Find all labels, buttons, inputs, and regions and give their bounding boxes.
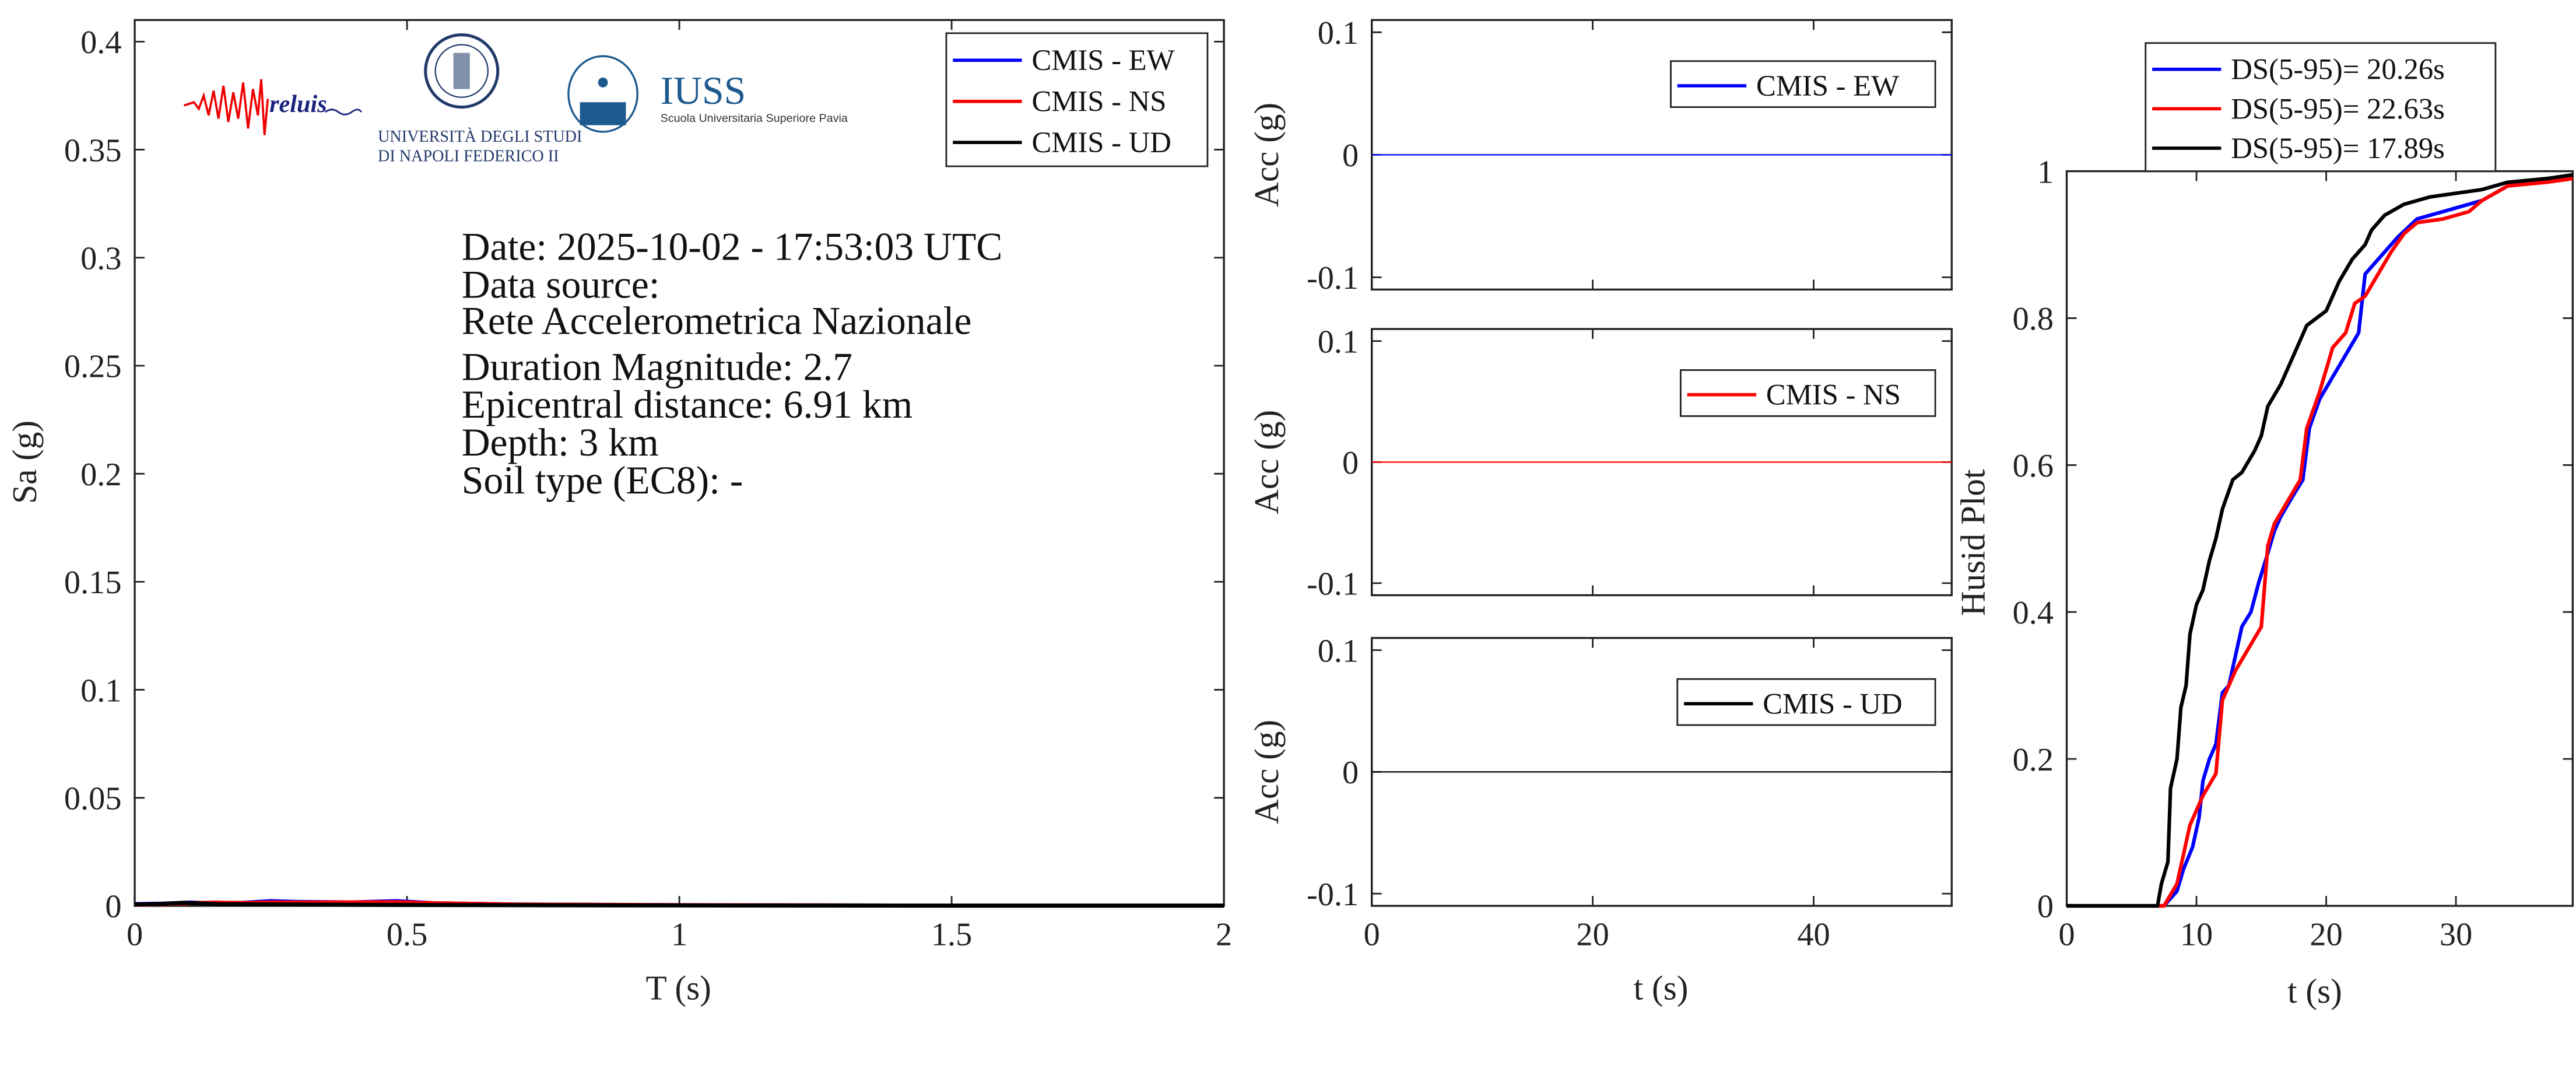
y-axis-label: Acc (g)	[1247, 410, 1286, 514]
husid-frame	[2065, 170, 2574, 907]
legend-label: CMIS - EW	[1756, 69, 1899, 102]
y-tick-label: -0.1	[1307, 877, 1359, 913]
iuss-logo: IUSS Scuola Universitaria Superiore Pavi…	[567, 55, 848, 133]
x-tick-label: 1.5	[931, 917, 972, 953]
acc-0-axes: -0.1 0 0.1 CMIS - EW Acc (g)	[1247, 15, 1953, 296]
y-tick-label: -0.1	[1307, 566, 1359, 602]
x-tick-label: 1	[671, 917, 687, 953]
y-tick-label: 0.35	[64, 132, 122, 169]
y-tick-label: 0	[2037, 889, 2054, 925]
acc-1-axes: -0.1 0 0.1 CMIS - NS Acc (g)	[1247, 324, 1953, 602]
legend-label: DS(5-95)= 17.89s	[2231, 132, 2445, 164]
x-axis-label: t (s)	[2287, 972, 2342, 1010]
y-tick-label: 0	[1342, 138, 1359, 174]
depth: Depth: 3 km	[462, 421, 659, 464]
y-tick-label: 0.05	[64, 781, 122, 817]
legend-label: CMIS - NS	[1031, 85, 1166, 118]
seismogram-icon	[183, 79, 269, 135]
y-tick-label: 0.1	[1318, 324, 1359, 360]
y-tick-label: 0.2	[2013, 742, 2054, 778]
y-tick-label: 0.1	[80, 673, 121, 709]
data-source-label: Data source:	[462, 262, 660, 306]
y-axis-label: Sa (g)	[5, 421, 44, 504]
x-tick-label: 30	[2440, 917, 2472, 953]
y-tick-label: 0	[105, 889, 121, 925]
series-line	[134, 901, 1224, 908]
series-line	[2066, 177, 2573, 908]
legend-label: CMIS - UD	[1031, 126, 1171, 159]
y-tick-label: 0	[1342, 445, 1359, 481]
y-tick-label: 0.6	[2013, 448, 2054, 484]
x-axis-label: t (s)	[1634, 969, 1689, 1007]
x-tick-label: 2	[1216, 917, 1232, 953]
x-tick-label: 0	[2058, 917, 2075, 953]
y-axis-label: Acc (g)	[1247, 720, 1286, 824]
y-tick-label: 0.3	[80, 240, 121, 276]
magnitude: Duration Magnitude: 2.7	[462, 345, 852, 388]
y-tick-label: -0.1	[1307, 260, 1359, 296]
legend-label: CMIS - UD	[1763, 687, 1902, 720]
legend-label: CMIS - EW	[1031, 44, 1174, 76]
y-axis-label: Husid Plot	[1954, 469, 1992, 616]
y-axis-label: Acc (g)	[1247, 103, 1286, 207]
y-tick-label: 0	[1342, 755, 1359, 791]
svg-text:IUSS: IUSS	[661, 69, 746, 113]
event-info: Date: 2025-10-02 - 17:53:03 UTC Data sou…	[462, 225, 1003, 502]
data-source: Rete Accelerometrica Nazionale	[462, 299, 972, 342]
x-tick-label: 20	[1576, 917, 1609, 953]
y-tick-label: 0.2	[80, 457, 121, 493]
y-tick-label: 1	[2037, 154, 2054, 190]
legend-label: DS(5-95)= 20.26s	[2231, 53, 2445, 86]
spectrum-axes: 0 0.5 1 1.5 2 0 0.05 0.1 0.15 0.2 0.25 0.3 0.35 0.4 CM…	[5, 19, 1232, 1007]
series-line	[2066, 173, 2573, 908]
reluis-logo: reluis	[183, 79, 363, 135]
husid-axes: 0 10 20 30 0 0.2 0.4 0.6 0.8 1 DS(5-95)= 20.26s DS(…	[1954, 42, 2574, 1010]
napoli-logo: UNIVERSITÀ DEGLI STUDI DI NAPOLI FEDERIC…	[378, 33, 582, 166]
event-date: Date: 2025-10-02 - 17:53:03 UTC	[462, 225, 1003, 269]
svg-text:UNIVERSITÀ DEGLI STUDI: UNIVERSITÀ DEGLI STUDI	[378, 128, 582, 146]
svg-text:DI NAPOLI FEDERICO II: DI NAPOLI FEDERICO II	[378, 148, 559, 166]
legend-label: DS(5-95)= 22.63s	[2231, 92, 2445, 125]
legend-label: CMIS - NS	[1766, 379, 1901, 411]
y-tick-label: 0.4	[80, 24, 121, 61]
y-tick-label: 0.1	[1318, 15, 1359, 51]
epicentral-distance: Epicentral distance: 6.91 km	[462, 383, 913, 426]
x-axis-label: T (s)	[646, 969, 711, 1007]
y-tick-label: 0.25	[64, 349, 122, 385]
x-tick-label: 0.5	[387, 917, 427, 953]
university-seal-icon	[424, 33, 500, 109]
x-tick-label: 0	[1364, 917, 1380, 953]
iuss-emblem-icon	[567, 55, 638, 133]
y-tick-label: 0.8	[2013, 301, 2054, 337]
x-tick-label: 10	[2180, 917, 2213, 953]
x-tick-label: 0	[127, 917, 143, 953]
series-line	[2066, 173, 2573, 908]
svg-text:reluis: reluis	[269, 90, 327, 118]
svg-text:Scuola Universitaria Superiore: Scuola Universitaria Superiore Pavia	[661, 112, 848, 125]
x-tick-label: 40	[1797, 917, 1830, 953]
y-tick-label: 0.15	[64, 565, 122, 601]
y-tick-label: 0.1	[1318, 633, 1359, 669]
x-tick-label: 20	[2310, 917, 2342, 953]
soil-type: Soil type (EC8): -	[462, 458, 743, 502]
y-tick-label: 0.4	[2013, 595, 2054, 631]
